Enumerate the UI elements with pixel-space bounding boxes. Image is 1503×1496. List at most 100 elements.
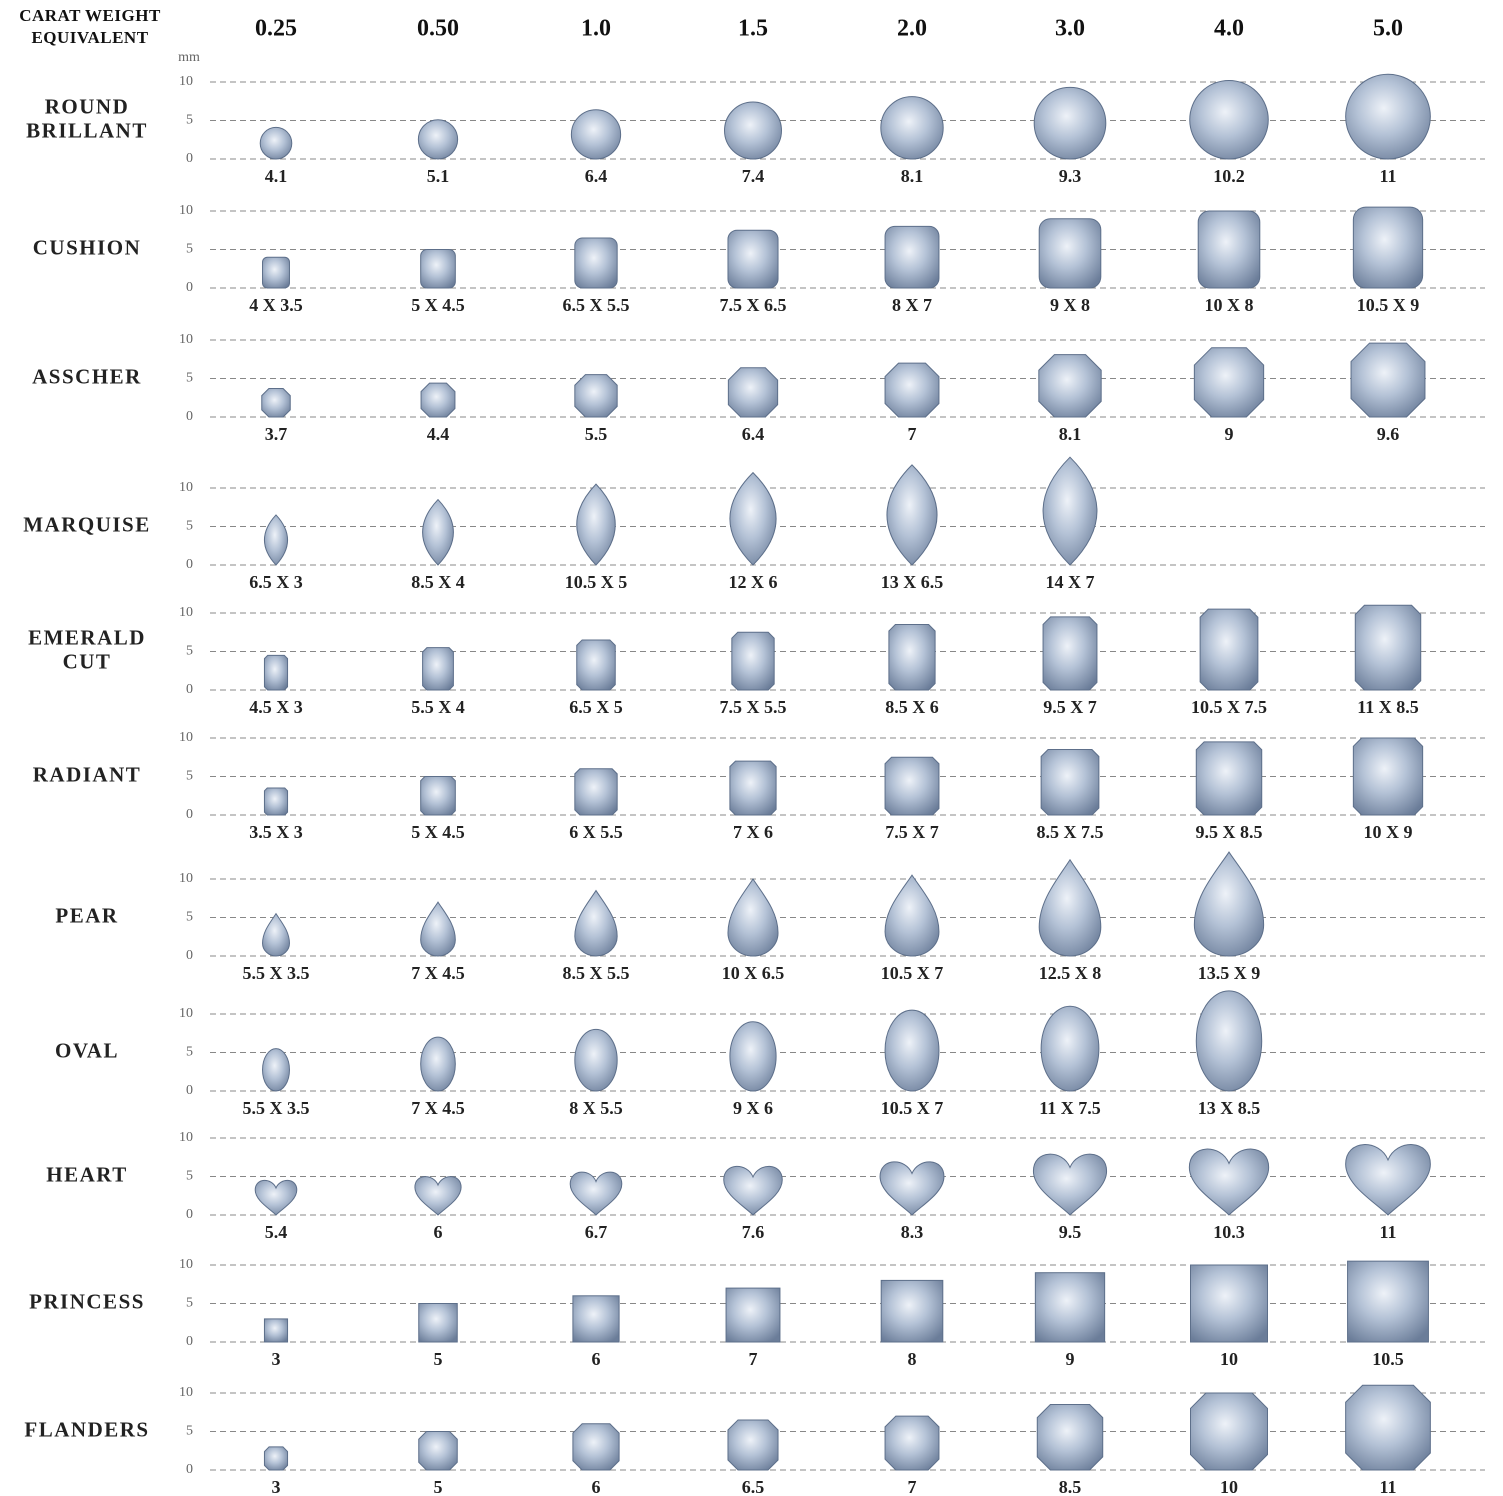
gem	[1190, 80, 1269, 159]
size-label: 5.1	[427, 166, 450, 186]
header-title: EQUIVALENT	[31, 28, 148, 47]
y-tick-label: 5	[186, 1424, 193, 1439]
gem	[1037, 1405, 1102, 1470]
size-label: 9 X 8	[1050, 295, 1090, 315]
size-label: 6 X 5.5	[569, 822, 623, 842]
y-tick-label: 5	[186, 644, 193, 659]
size-label: 10.5 X 7	[881, 963, 944, 983]
size-label: 8.1	[1059, 424, 1082, 444]
size-label: 10.5	[1372, 1349, 1404, 1369]
gem	[264, 1447, 287, 1470]
y-tick-label: 5	[186, 519, 193, 534]
row-name: ASSCHER	[32, 364, 142, 388]
gem	[1346, 74, 1431, 159]
header-title: CARAT WEIGHT	[19, 6, 161, 25]
size-label: 10	[1220, 1477, 1238, 1496]
gem	[881, 1280, 943, 1342]
size-label: 10.5 X 7	[881, 1098, 944, 1118]
size-label: 7.6	[742, 1222, 765, 1242]
gem	[728, 230, 778, 288]
gem	[728, 879, 778, 956]
size-label: 8.1	[901, 166, 924, 186]
size-label: 12.5 X 8	[1039, 963, 1102, 983]
gem	[1346, 1385, 1431, 1470]
gem	[415, 1177, 461, 1215]
carat-header: 1.0	[581, 16, 611, 42]
y-tick-label: 10	[179, 480, 193, 495]
gem	[887, 465, 937, 565]
gem	[730, 761, 776, 815]
size-label: 7	[908, 424, 917, 444]
size-label: 8.5	[1059, 1477, 1082, 1496]
axis-unit: mm	[178, 50, 200, 65]
size-label: 4 X 3.5	[249, 295, 303, 315]
size-label: 7 X 4.5	[411, 1098, 465, 1118]
y-tick-label: 0	[186, 409, 193, 424]
size-label: 8 X 5.5	[569, 1098, 623, 1118]
gem	[1196, 991, 1261, 1091]
y-tick-label: 10	[179, 332, 193, 347]
size-label: 11 X 8.5	[1357, 697, 1419, 717]
y-tick-label: 5	[186, 242, 193, 257]
gem	[264, 788, 287, 815]
gem	[1041, 1006, 1099, 1091]
y-tick-label: 5	[186, 371, 193, 386]
y-tick-label: 0	[186, 557, 193, 572]
gem	[575, 238, 617, 288]
size-label: 9 X 6	[733, 1098, 773, 1118]
size-label: 5.5 X 3.5	[243, 1098, 310, 1118]
gem	[724, 1166, 783, 1215]
size-label: 7	[908, 1477, 917, 1496]
y-tick-label: 10	[179, 605, 193, 620]
gem	[1346, 1145, 1431, 1215]
gem	[1043, 457, 1097, 565]
size-label: 13 X 6.5	[881, 572, 944, 592]
size-label: 9	[1066, 1349, 1075, 1369]
row-name: ROUND	[45, 94, 130, 118]
size-label: 13 X 8.5	[1198, 1098, 1261, 1118]
y-tick-label: 0	[186, 682, 193, 697]
size-label: 7.5 X 6.5	[720, 295, 787, 315]
size-label: 3	[272, 1477, 281, 1496]
carat-header: 1.5	[738, 16, 768, 42]
size-label: 10 X 9	[1364, 822, 1413, 842]
size-label: 12 X 6	[729, 572, 778, 592]
gem	[889, 625, 935, 690]
y-tick-label: 5	[186, 769, 193, 784]
gem	[1034, 87, 1106, 159]
gem	[260, 127, 292, 159]
size-label: 5 X 4.5	[411, 822, 465, 842]
y-tick-label: 0	[186, 807, 193, 822]
y-tick-label: 5	[186, 910, 193, 925]
gem	[571, 110, 620, 159]
gem	[419, 1304, 458, 1343]
row-name: CUSHION	[33, 235, 142, 259]
size-label: 6.5 X 3	[249, 572, 303, 592]
y-tick-label: 0	[186, 280, 193, 295]
gem	[421, 250, 456, 289]
size-label: 6.5	[742, 1477, 765, 1496]
gem	[1191, 1265, 1268, 1342]
gem	[575, 769, 617, 815]
gem	[255, 1180, 297, 1215]
gem	[423, 500, 454, 565]
gem	[573, 1424, 619, 1470]
size-label: 9.3	[1059, 166, 1082, 186]
y-tick-label: 5	[186, 1169, 193, 1184]
y-tick-label: 10	[179, 203, 193, 218]
y-tick-label: 0	[186, 151, 193, 166]
size-label: 3	[272, 1349, 281, 1369]
size-label: 9	[1225, 424, 1234, 444]
size-label: 6	[434, 1222, 443, 1242]
size-label: 4.5 X 3	[249, 697, 303, 717]
gem	[1039, 219, 1101, 288]
gem	[1189, 1149, 1268, 1215]
carat-header: 2.0	[897, 16, 927, 42]
gem	[262, 389, 290, 417]
size-label: 10.5 X 5	[565, 572, 628, 592]
y-tick-label: 5	[186, 1045, 193, 1060]
size-label: 5.5 X 4	[411, 697, 465, 717]
gem	[419, 1432, 458, 1471]
gem	[1043, 617, 1097, 690]
size-label: 5	[434, 1349, 443, 1369]
